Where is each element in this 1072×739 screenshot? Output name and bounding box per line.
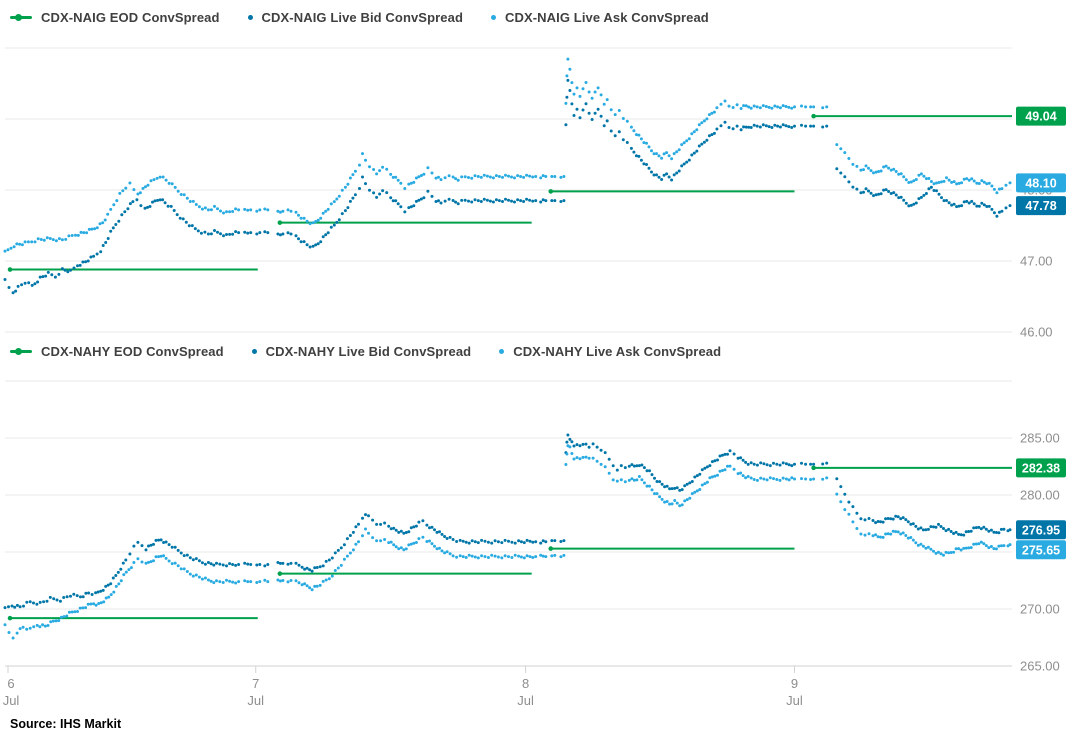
y-tick-label: 270.00 — [1020, 602, 1060, 617]
eod-line-start-dot — [7, 267, 13, 272]
eod-line-start-dot — [811, 113, 816, 119]
legend-label: CDX-NAHY Live Bid ConvSpread — [265, 343, 472, 359]
value-badge — [1016, 520, 1066, 540]
eod-line-start-dot — [277, 571, 283, 576]
x-tick-day-label: 6 — [7, 676, 14, 691]
ask-dot-marker-icon — [490, 14, 496, 20]
value-badge-label: 48.10 — [1025, 176, 1056, 190]
y-tick-label: 285.00 — [1020, 431, 1060, 446]
value-badge-label: 276.95 — [1022, 523, 1060, 537]
value-badge — [1016, 173, 1066, 193]
source-note: Source: IHS Markit — [10, 717, 122, 731]
x-tick-month-label: Jul — [786, 693, 803, 708]
ask-series-dots — [3, 444, 1012, 640]
bid-series-dots — [3, 433, 1012, 610]
ask-series-dots — [3, 57, 1012, 253]
value-badge-label: 49.04 — [1025, 110, 1056, 124]
x-tick-month-label: Jul — [517, 693, 534, 708]
bid-dot-marker-icon — [247, 14, 253, 20]
legend-label: CDX-NAIG EOD ConvSpread — [41, 9, 220, 25]
bid-series-dots — [3, 78, 1012, 295]
naig-legend: CDX-NAIG EOD ConvSpread CDX-NAIG Live Bi… — [10, 9, 737, 25]
y-tick-label: 280.00 — [1020, 488, 1060, 503]
value-badge — [1016, 540, 1066, 560]
legend-label: CDX-NAIG Live Ask ConvSpread — [504, 9, 709, 25]
legend-item-naig-bid[interactable]: CDX-NAIG Live Bid ConvSpread — [247, 9, 463, 25]
legend-item-nahy-bid[interactable]: CDX-NAHY Live Bid ConvSpread — [251, 343, 472, 359]
x-tick-day-label: 7 — [252, 676, 259, 691]
nahy-legend: CDX-NAHY EOD ConvSpread CDX-NAHY Live Bi… — [10, 343, 749, 359]
y-tick-label: 47.00 — [1020, 254, 1053, 269]
value-badge-label: 47.78 — [1025, 199, 1056, 213]
x-tick-day-label: 8 — [522, 676, 529, 691]
value-badge-label: 282.38 — [1022, 461, 1060, 475]
x-tick-day-label: 9 — [791, 676, 798, 691]
y-tick-label: 265.00 — [1020, 659, 1060, 674]
legend-item-nahy-eod[interactable]: CDX-NAHY EOD ConvSpread — [10, 344, 224, 359]
legend-label: CDX-NAHY Live Ask ConvSpread — [513, 343, 722, 359]
eod-line-marker-icon — [10, 13, 32, 21]
legend-item-nahy-ask[interactable]: CDX-NAHY Live Ask ConvSpread — [499, 344, 721, 359]
legend-item-naig-ask[interactable]: CDX-NAIG Live Ask ConvSpread — [490, 9, 709, 25]
x-tick-month-label: Jul — [3, 693, 20, 708]
bid-dot-marker-icon — [251, 348, 257, 354]
legend-item-naig-eod[interactable]: CDX-NAIG EOD ConvSpread — [10, 10, 220, 25]
legend-label: CDX-NAHY EOD ConvSpread — [41, 343, 224, 359]
y-tick-label: 46.00 — [1020, 325, 1053, 340]
eod-line-marker-icon — [10, 347, 32, 355]
value-badge-label: 275.65 — [1022, 543, 1060, 557]
eod-line-start-dot — [277, 220, 283, 225]
ask-dot-marker-icon — [499, 348, 505, 354]
value-badge — [1016, 458, 1066, 478]
eod-line-start-dot — [7, 615, 13, 621]
eod-line-start-dot — [811, 465, 816, 471]
value-badge — [1016, 106, 1066, 126]
x-tick-month-label: Jul — [247, 693, 264, 708]
legend-label: CDX-NAIG Live Bid ConvSpread — [261, 9, 463, 25]
eod-line-start-dot — [548, 189, 554, 194]
eod-line-start-dot — [548, 546, 554, 551]
value-badge — [1016, 196, 1066, 216]
